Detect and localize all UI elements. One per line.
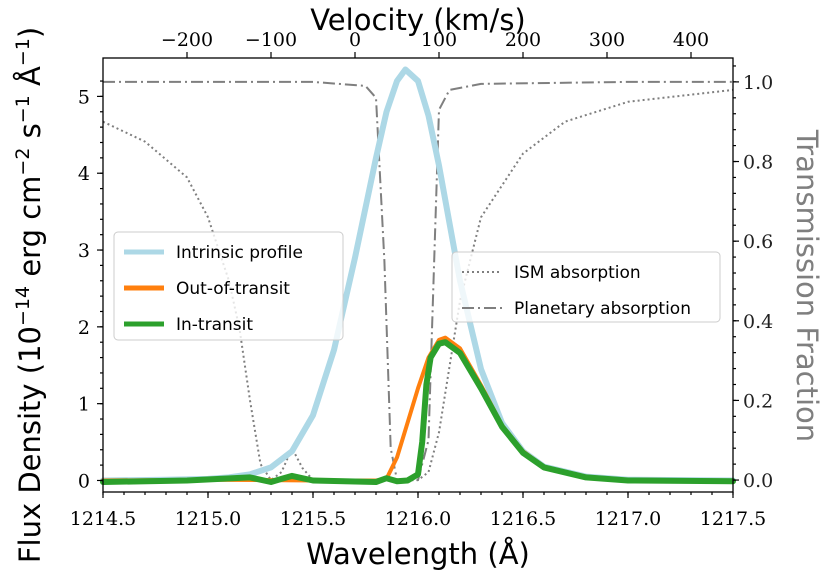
series-line-planetary-absorption	[103, 80, 733, 482]
x2-tick-label: 0	[349, 29, 361, 51]
legend-label: ISM absorption	[514, 263, 641, 283]
top-axis-label: Velocity (km/s)	[310, 3, 526, 37]
legend-box	[451, 251, 721, 323]
legend-label: Intrinsic profile	[176, 243, 303, 263]
y-label-exp: −14	[12, 286, 34, 326]
y-tick-label: 2	[78, 317, 90, 339]
y-axis-label: Flux Density (10−14 erg cm−2 s−1 Å−1)	[12, 27, 47, 563]
y2-tick-label: 0.2	[743, 390, 773, 412]
legend-box	[113, 231, 344, 341]
y2-tick-label: 0.6	[743, 231, 773, 253]
x-tick-label: 1215.5	[280, 508, 346, 530]
tick-layer: 1214.5 1215.0 1215.5 1216.0 1216.5 1217.0 1217…	[70, 29, 773, 530]
x-axis-label: Wavelength (Å)	[306, 537, 530, 571]
x-tick-label: 1217.0	[595, 508, 661, 530]
y-tick-label: 4	[78, 163, 90, 185]
x-tick-label: 1217.5	[700, 508, 766, 530]
y-label-part: Flux Density (10	[13, 326, 47, 563]
y2-tick-label: 0.8	[743, 152, 773, 174]
series-layer	[100, 66, 736, 485]
x-tick-label: 1216.0	[385, 508, 451, 530]
y2-tick-label: 0.0	[743, 470, 773, 492]
y-tick-label: 3	[78, 240, 90, 262]
y2-tick-label: 0.4	[743, 311, 773, 333]
y2-axis-label: Transmission Fraction	[790, 129, 824, 442]
legend-right: ISM absorption Planetary absorption	[451, 251, 721, 323]
x2-tick-label: 100	[421, 29, 457, 51]
y-label-part: s	[13, 123, 47, 147]
x-tick-label: 1214.5	[70, 508, 136, 530]
legend-label: Planetary absorption	[514, 299, 691, 319]
x2-tick-label: −200	[161, 29, 213, 51]
legend-label: Out-of-transit	[176, 279, 290, 299]
legend-left: Intrinsic profile Out-of-transit In-transi…	[113, 231, 344, 341]
x2-tick-label: −100	[245, 29, 297, 51]
x-tick-label: 1216.5	[490, 508, 556, 530]
x2-tick-label: 300	[589, 29, 625, 51]
y-tick-label: 0	[78, 470, 90, 492]
y-label-part: Å	[13, 66, 47, 95]
y-tick-label: 1	[78, 394, 90, 416]
series-line-in-transit	[100, 339, 736, 485]
y-label-part: erg cm	[13, 176, 47, 286]
y-label-exp: −1	[12, 95, 34, 123]
x-tick-label: 1215.0	[175, 508, 241, 530]
x2-tick-label: 200	[505, 29, 541, 51]
y2-tick-label: 1.0	[743, 72, 773, 94]
y-label-exp: −2	[12, 148, 34, 176]
y-label-exp: −1	[12, 38, 34, 66]
y-label-part: )	[13, 27, 47, 38]
y-tick-label: 5	[78, 86, 90, 108]
legend-label: In-transit	[176, 315, 253, 335]
x2-tick-label: 400	[673, 29, 709, 51]
